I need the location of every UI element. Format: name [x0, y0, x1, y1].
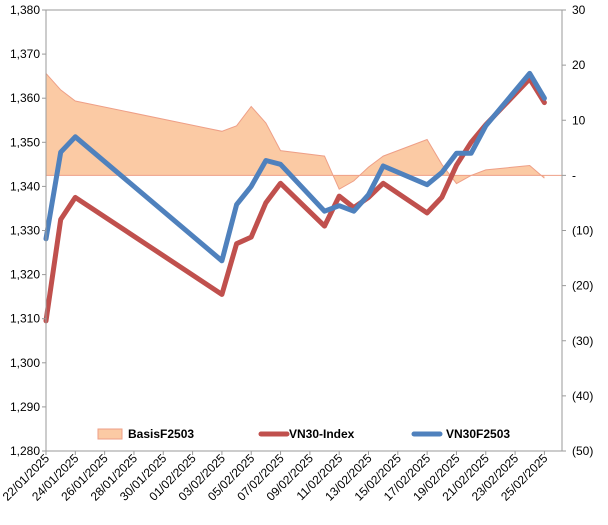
- left-axis-tick-label: 1,320: [10, 268, 40, 282]
- right-axis-tick-label: (50): [572, 444, 593, 458]
- legend-label-vn30f2503: VN30F2503: [446, 427, 510, 441]
- right-axis-tick-label: (10): [572, 224, 593, 238]
- legend-label-vn30-index: VN30-Index: [289, 427, 355, 441]
- left-axis-tick-label: 1,290: [10, 400, 40, 414]
- left-axis-tick-label: 1,300: [10, 356, 40, 370]
- right-axis-tick-label: (40): [572, 389, 593, 403]
- series-line-vn30-index: [43, 76, 547, 324]
- left-axis-tick-label: 1,360: [10, 91, 40, 105]
- left-axis-tick-label: 1,340: [10, 179, 40, 193]
- left-axis-tick-label: 1,330: [10, 224, 40, 238]
- legend-swatch-basisf2503: [97, 428, 123, 440]
- right-axis-tick-label: 10: [572, 113, 586, 127]
- right-axis-tick-label: -: [572, 168, 576, 182]
- left-axis-tick-label: 1,310: [10, 312, 40, 326]
- left-axis-tick-label: 1,370: [10, 47, 40, 61]
- left-axis-tick-label: 1,280: [10, 444, 40, 458]
- right-axis-tick-label: (20): [572, 279, 593, 293]
- right-axis-tick-label: 20: [572, 58, 586, 72]
- right-axis-tick-label: (30): [572, 334, 593, 348]
- series-area-edge-basisf2503: [45, 73, 545, 190]
- right-axis-tick-label: 30: [572, 3, 586, 17]
- series-line-vn30f2503: [43, 70, 547, 264]
- left-axis-tick-label: 1,380: [10, 3, 40, 17]
- left-axis-tick-label: 1,350: [10, 135, 40, 149]
- series-area-basisf2503: [46, 73, 545, 190]
- legend-label-basisf2503: BasisF2503: [128, 427, 194, 441]
